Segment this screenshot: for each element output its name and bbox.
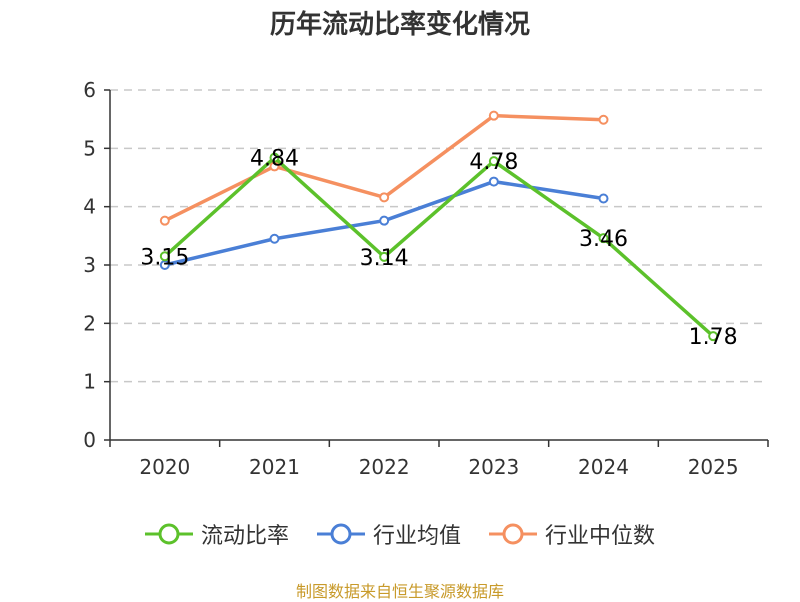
- legend-label: 流动比率: [200, 524, 289, 549]
- x-tick-label: 2021: [249, 455, 300, 479]
- legend-label: 行业均值: [372, 524, 461, 549]
- data-point[interactable]: [598, 233, 609, 244]
- data-point[interactable]: [269, 152, 280, 163]
- y-tick-label: 6: [83, 78, 96, 102]
- data-point[interactable]: [708, 331, 719, 342]
- x-tick-label: 2022: [359, 455, 410, 479]
- series-line-0: [163, 155, 715, 338]
- data-label: 3.15: [140, 245, 189, 270]
- data-point[interactable]: [379, 192, 390, 203]
- data-point[interactable]: [488, 110, 499, 121]
- legend-item-industry-median[interactable]: 行业中位数: [489, 518, 655, 550]
- data-point[interactable]: [159, 215, 170, 226]
- legend: 流动比率 行业均值 行业中位数: [0, 518, 800, 550]
- legend-label: 行业中位数: [545, 524, 656, 549]
- x-tick-label: 2024: [578, 455, 629, 479]
- y-tick-label: 4: [83, 195, 96, 219]
- y-tick-label: 5: [83, 136, 96, 160]
- y-tick-label: 1: [83, 370, 96, 394]
- legend-swatch-icon: [144, 523, 193, 545]
- legend-item-current-ratio[interactable]: 流动比率: [144, 518, 289, 550]
- data-point[interactable]: [598, 193, 609, 204]
- x-tick-label: 2020: [139, 455, 190, 479]
- data-point[interactable]: [488, 156, 499, 167]
- y-tick-label: 2: [83, 311, 96, 335]
- data-label: 3.46: [579, 227, 628, 252]
- data-label: 4.84: [250, 147, 299, 172]
- data-point[interactable]: [598, 114, 609, 125]
- data-point[interactable]: [488, 176, 499, 187]
- legend-item-industry-mean[interactable]: 行业均值: [316, 518, 461, 550]
- series-line-2: [164, 113, 604, 223]
- data-point[interactable]: [159, 251, 170, 262]
- data-point[interactable]: [379, 215, 390, 226]
- source-note: 制图数据来自恒生聚源数据库: [295, 582, 504, 601]
- y-tick-label: 3: [83, 253, 96, 277]
- data-label: 1.78: [689, 325, 738, 350]
- legend-swatch-icon: [316, 523, 365, 545]
- chart-title: 历年流动比率变化情况: [269, 10, 530, 40]
- data-point[interactable]: [379, 251, 390, 262]
- x-tick-label: 2025: [688, 455, 739, 479]
- data-label: 3.14: [360, 246, 409, 271]
- data-label: 4.78: [469, 150, 518, 175]
- legend-swatch-icon: [489, 523, 537, 545]
- x-tick-label: 2023: [468, 455, 519, 479]
- data-point[interactable]: [269, 233, 280, 244]
- y-tick-label: 0: [83, 428, 96, 452]
